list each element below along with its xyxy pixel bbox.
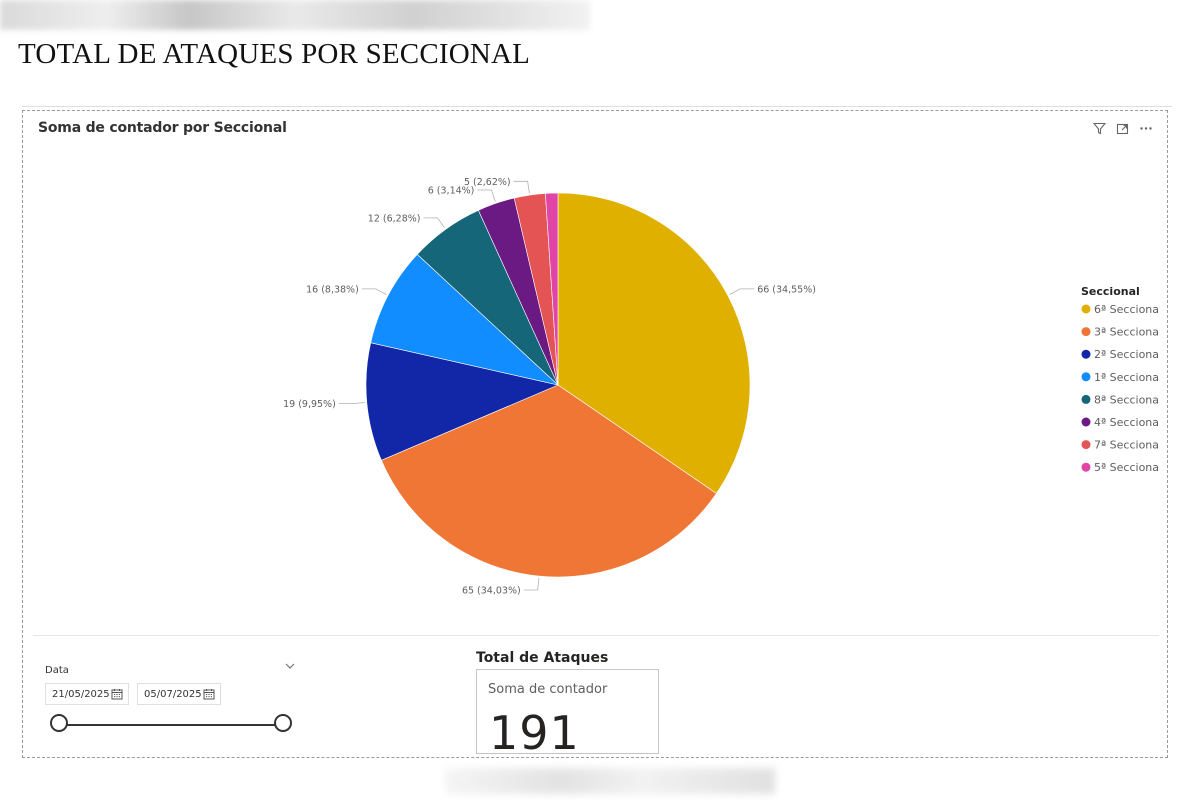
legend-label: 6ª Seccional [1094, 303, 1159, 316]
legend-marker [1081, 304, 1091, 314]
leader-line-2 [523, 578, 540, 591]
legend-item[interactable]: 8ª Seccional [1081, 393, 1160, 406]
leader-line-5 [423, 217, 445, 228]
data-label-4: 16 (8,38%) [306, 284, 359, 295]
focus-mode-icon[interactable] [1115, 121, 1130, 136]
chevron-down-icon[interactable] [283, 659, 297, 673]
pie-data-labels: 66 (34,55%) 65 (34,03%) 19 (9,95%) 16 (8,38… [283, 177, 816, 597]
legend-marker [1081, 462, 1091, 472]
legend-marker [1081, 327, 1091, 337]
more-options-icon[interactable] [1138, 121, 1153, 136]
legend-item[interactable]: 1ª Seccional [1081, 371, 1160, 384]
legend-marker [1081, 372, 1091, 382]
leader-line-3 [338, 402, 365, 405]
pie-chart-svg: 66 (34,55%) 65 (34,03%) 19 (9,95%) 16 (8,38… [283, 177, 1159, 597]
legend-marker [1081, 394, 1091, 404]
divider [22, 106, 1172, 107]
kpi-value: 191 [489, 706, 580, 754]
legend-marker [1081, 440, 1091, 450]
data-label-2: 65 (34,03%) [462, 586, 521, 597]
page-title: TOTAL DE ATAQUES POR SECCIONAL [18, 38, 531, 70]
kpi-card[interactable]: Soma de contador 191 [476, 669, 659, 754]
pie-slice-8[interactable] [545, 192, 559, 386]
pie-slice-1[interactable] [557, 192, 751, 494]
pie-slices [365, 192, 751, 578]
report-canvas: 66 (34,55%) 65 (34,03%) 19 (9,95%) 16 (8,38… [22, 110, 1168, 758]
leader-line-7 [513, 180, 530, 194]
end-date-input[interactable]: 05/07/2025 [137, 683, 221, 705]
legend-item[interactable]: 3ª Seccional [1081, 326, 1160, 339]
data-label-6: 6 (3,14%) [428, 186, 475, 197]
legend-label: 5ª Seccional [1094, 461, 1159, 474]
legend-label: 2ª Seccional [1094, 348, 1159, 361]
legend-marker [1081, 349, 1091, 359]
start-date-value: 21/05/2025 [52, 688, 110, 700]
legend-item[interactable]: 4ª Seccional [1081, 416, 1160, 429]
date-range-slider-track[interactable] [59, 724, 285, 726]
legend-label: 7ª Seccional [1094, 439, 1159, 452]
filter-icon[interactable] [1092, 121, 1107, 136]
calendar-icon[interactable] [111, 688, 123, 700]
legend-label: 8ª Seccional [1094, 393, 1159, 406]
start-date-input[interactable]: 21/05/2025 [45, 683, 129, 705]
pie-slice-3[interactable] [365, 342, 559, 461]
calendar-icon[interactable] [203, 688, 215, 700]
kpi-subtitle: Soma de contador [488, 682, 608, 697]
legend-label: 4ª Seccional [1094, 416, 1159, 429]
kpi-title: Total de Ataques [476, 650, 609, 666]
legend-item[interactable]: 6ª Seccional [1081, 303, 1160, 316]
legend-label: 3ª Seccional [1094, 326, 1159, 339]
legend-title: Seccional [1081, 285, 1140, 298]
slider-end-handle[interactable] [274, 714, 292, 732]
legend-item[interactable]: 7ª Seccional [1081, 439, 1160, 452]
data-label-3: 19 (9,95%) [283, 399, 336, 410]
slicer-label: Data [45, 665, 69, 676]
leader-line-6 [477, 189, 496, 202]
legend-item[interactable]: 2ª Seccional [1081, 348, 1160, 361]
legend: Seccional 6ª Seccional 3ª Seccional 2ª Secc… [1081, 285, 1159, 474]
data-label-1: 66 (34,55%) [757, 284, 816, 295]
visual-header-icons [1092, 121, 1153, 136]
blurred-top-strip [0, 0, 590, 30]
visual-title: Soma de contador por Seccional [38, 120, 287, 136]
legend-label: 1ª Seccional [1094, 371, 1159, 384]
date-slicer: Data 21/05/2025 05/07/2025 [45, 659, 295, 749]
slider-start-handle[interactable] [50, 714, 68, 732]
pie-chart-visual[interactable]: 66 (34,55%) 65 (34,03%) 19 (9,95%) 16 (8,38… [33, 115, 1159, 636]
data-label-7: 5 (2,62%) [464, 177, 511, 188]
leader-line-4 [361, 288, 387, 295]
pie-slice-2[interactable] [380, 384, 717, 578]
end-date-value: 05/07/2025 [144, 688, 202, 700]
pie-slice-4[interactable] [370, 253, 560, 386]
leader-line-1 [729, 288, 755, 295]
data-label-5: 12 (6,28%) [368, 213, 421, 224]
blurred-bottom-strip [445, 768, 775, 794]
legend-item[interactable]: 5ª Seccional [1081, 461, 1160, 474]
legend-marker [1081, 417, 1091, 427]
